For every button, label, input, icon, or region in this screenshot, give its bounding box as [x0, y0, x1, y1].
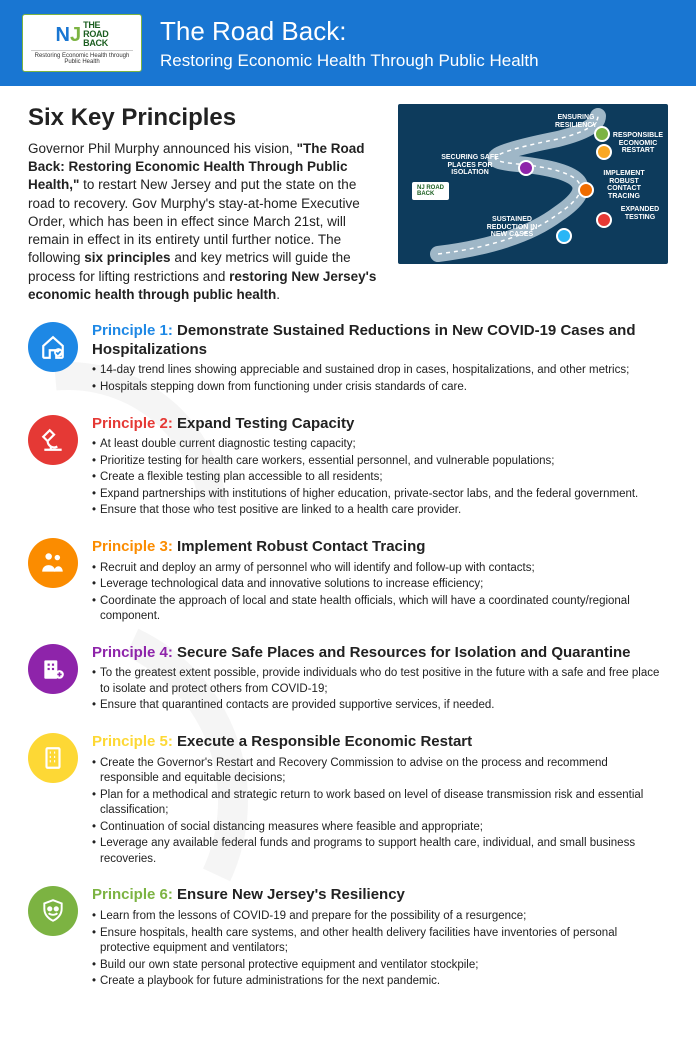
roadmap-label: EXPANDED TESTING — [610, 206, 668, 221]
header-subtitle: Restoring Economic Health Through Public… — [160, 51, 539, 71]
logo-n: N — [56, 24, 70, 46]
header-title: The Road Back: — [160, 16, 539, 47]
header-banner: NJ THE ROAD BACK Restoring Economic Heal… — [0, 0, 696, 86]
principle-bullets: Learn from the lessons of COVID-19 and p… — [92, 909, 668, 990]
bullet-item: 14-day trend lines showing appreciable a… — [92, 363, 668, 379]
roadmap-label: IMPLEMENT ROBUST CONTACT TRACING — [594, 170, 654, 201]
bullet-item: Expand partnerships with institutions of… — [92, 487, 668, 503]
bullet-item: Ensure that quarantined contacts are pro… — [92, 698, 668, 714]
principle-icon — [28, 886, 78, 936]
roadmap-dot-icon — [518, 160, 534, 176]
bullet-item: Continuation of social distancing measur… — [92, 820, 668, 836]
principle-bullets: To the greatest extent possible, provide… — [92, 666, 668, 714]
roadmap-dot-icon — [594, 126, 610, 142]
roadmap-logo: NJ ROADBACK — [412, 182, 449, 200]
principle-title: Principle 1: Demonstrate Sustained Reduc… — [92, 322, 668, 360]
principle-title: Principle 4: Secure Safe Places and Reso… — [92, 644, 668, 663]
principle-row: Principle 3: Implement Robust Contact Tr… — [28, 538, 668, 626]
bullet-item: Recruit and deploy an army of personnel … — [92, 561, 668, 577]
section-heading: Six Key Principles — [28, 104, 380, 132]
bullet-item: Create a flexible testing plan accessibl… — [92, 470, 668, 486]
roadmap-graphic: NJ ROADBACK ENSURING RESILIENCYRESPONSIB… — [398, 104, 668, 264]
bullet-item: Learn from the lessons of COVID-19 and p… — [92, 909, 668, 925]
principle-icon — [28, 322, 78, 372]
bullet-item: Leverage any available federal funds and… — [92, 836, 668, 867]
principle-icon — [28, 415, 78, 465]
bullet-item: Create a playbook for future administrat… — [92, 974, 668, 990]
bullet-item: Create the Governor's Restart and Recove… — [92, 756, 668, 787]
logo-j: J — [70, 24, 81, 46]
principle-row: Principle 6: Ensure New Jersey's Resilie… — [28, 886, 668, 990]
principle-row: Principle 1: Demonstrate Sustained Reduc… — [28, 322, 668, 397]
logo-tagline: Restoring Economic Health through Public… — [31, 50, 133, 65]
principle-icon — [28, 733, 78, 783]
roadmap-dot-icon — [596, 212, 612, 228]
principle-bullets: Create the Governor's Restart and Recove… — [92, 756, 668, 868]
principle-row: Principle 2: Expand Testing Capacity At l… — [28, 415, 668, 520]
principle-bullets: 14-day trend lines showing appreciable a… — [92, 363, 668, 395]
principle-icon — [28, 644, 78, 694]
bullet-item: Coordinate the approach of local and sta… — [92, 594, 668, 625]
roadmap-label: SECURING SAFE PLACES FOR ISOLATION — [440, 154, 500, 177]
roadmap-label: RESPONSIBLE ECONOMIC RESTART — [608, 132, 668, 155]
bullet-item: Hospitals stepping down from functioning… — [92, 380, 668, 396]
bullet-item: Plan for a methodical and strategic retu… — [92, 788, 668, 819]
principle-bullets: At least double current diagnostic testi… — [92, 437, 668, 519]
logo-roadback: THE ROAD BACK — [83, 21, 108, 48]
principle-bullets: Recruit and deploy an army of personnel … — [92, 561, 668, 625]
principle-title: Principle 5: Execute a Responsible Econo… — [92, 733, 668, 752]
intro-paragraph: Governor Phil Murphy announced his visio… — [28, 140, 380, 304]
roadmap-dot-icon — [596, 144, 612, 160]
principles-list: Principle 1: Demonstrate Sustained Reduc… — [28, 322, 668, 991]
principle-title: Principle 6: Ensure New Jersey's Resilie… — [92, 886, 668, 905]
principle-title: Principle 2: Expand Testing Capacity — [92, 415, 668, 434]
principle-row: Principle 5: Execute a Responsible Econo… — [28, 733, 668, 868]
bullet-item: To the greatest extent possible, provide… — [92, 666, 668, 697]
principle-icon — [28, 538, 78, 588]
nj-logo: NJ THE ROAD BACK Restoring Economic Heal… — [22, 14, 142, 72]
roadmap-dot-icon — [556, 228, 572, 244]
bullet-item: Ensure that those who test positive are … — [92, 503, 668, 519]
principle-title: Principle 3: Implement Robust Contact Tr… — [92, 538, 668, 557]
roadmap-dot-icon — [578, 182, 594, 198]
bullet-item: Ensure hospitals, health care systems, a… — [92, 926, 668, 957]
bullet-item: Leverage technological data and innovati… — [92, 577, 668, 593]
bullet-item: At least double current diagnostic testi… — [92, 437, 668, 453]
bullet-item: Build our own state personal protective … — [92, 958, 668, 974]
bullet-item: Prioritize testing for health care worke… — [92, 454, 668, 470]
roadmap-label: SUSTAINED REDUCTION IN NEW CASES — [482, 216, 542, 239]
principle-row: Principle 4: Secure Safe Places and Reso… — [28, 644, 668, 715]
